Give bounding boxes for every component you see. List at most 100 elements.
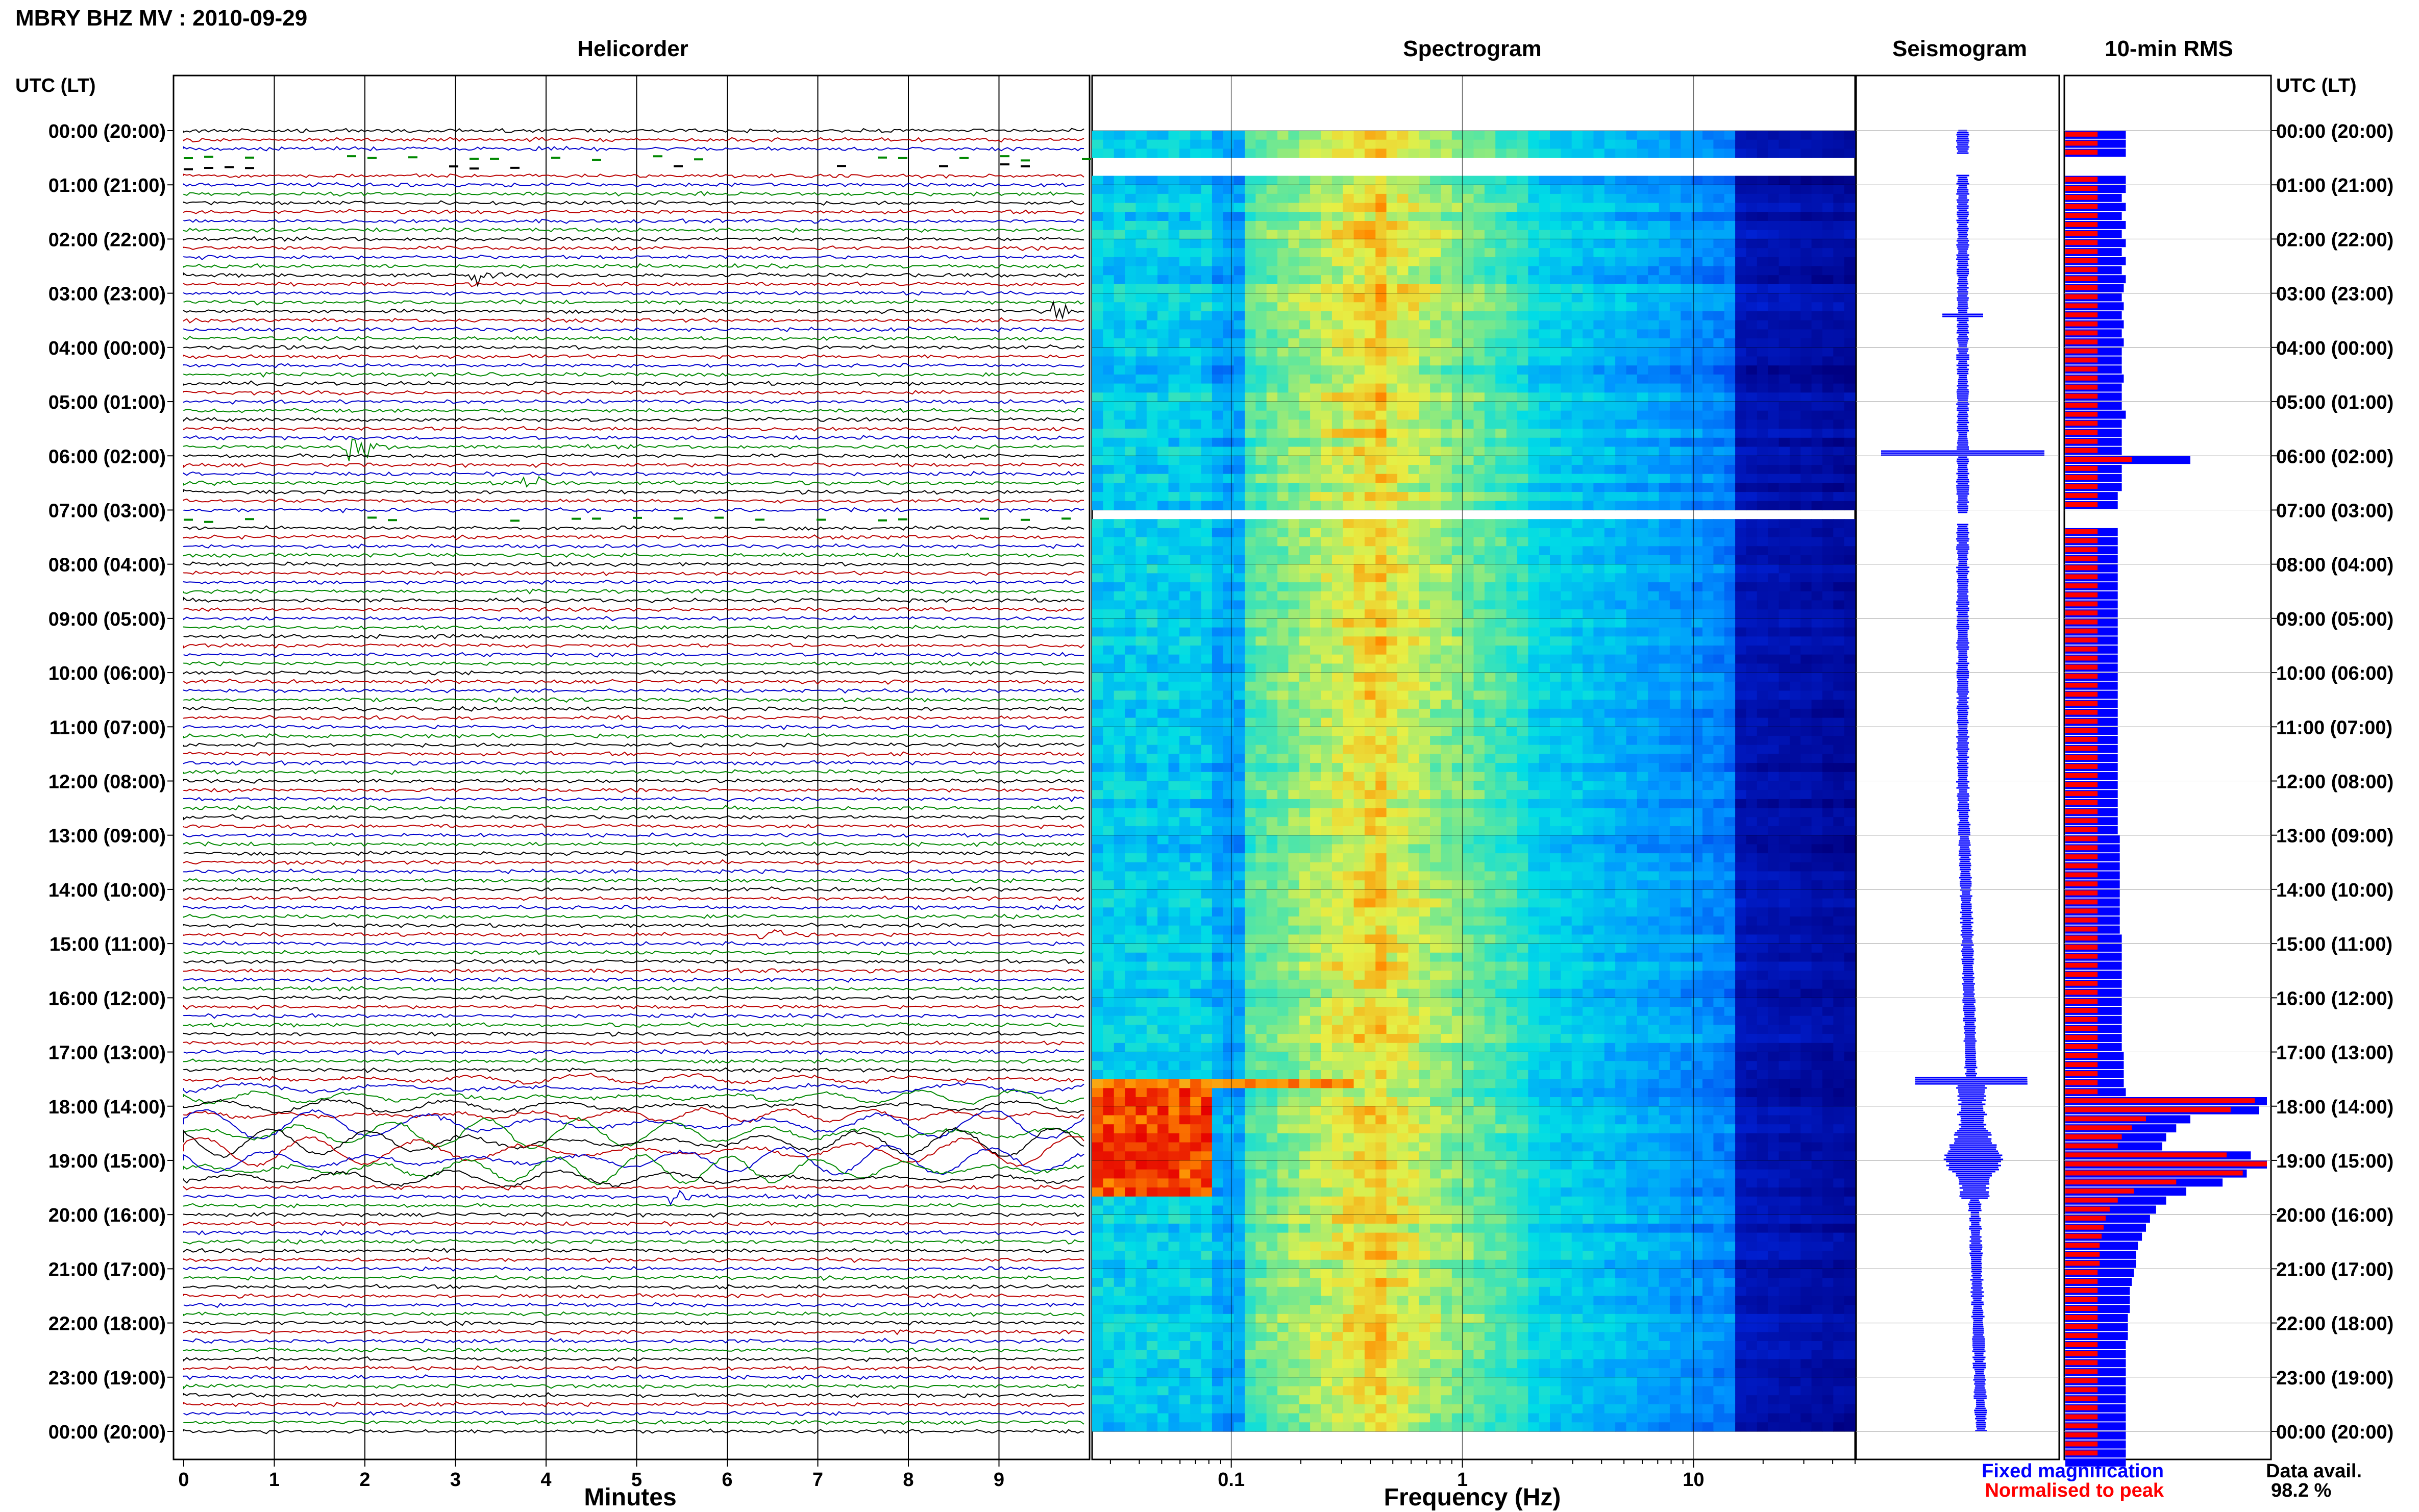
spectrogram-cell	[1495, 410, 1507, 420]
spectrogram-cell	[1746, 673, 1758, 682]
spectrogram-cell	[1735, 248, 1747, 258]
spectrogram-cell	[1746, 582, 1758, 592]
spectrogram-cell	[1681, 429, 1692, 438]
spectrogram-cell	[1408, 221, 1420, 231]
spectrogram-cell	[1724, 257, 1736, 267]
spectrogram-cell	[1583, 564, 1594, 574]
spectrogram-cell	[1103, 519, 1115, 529]
spectrogram-cell	[1561, 609, 1572, 619]
spectrogram-cell	[1669, 185, 1681, 194]
spectrogram-cell	[1833, 131, 1845, 140]
spectrogram-cell	[1430, 555, 1442, 565]
spectrogram-cell	[1321, 700, 1332, 709]
spectrogram-cell	[1386, 139, 1398, 149]
spectrogram-cell	[1800, 555, 1812, 565]
spectrogram-cell	[1604, 717, 1616, 727]
spectrogram-cell	[1833, 139, 1845, 149]
spectrogram-cell	[1364, 193, 1376, 204]
spectrogram-cell	[1495, 492, 1507, 502]
spectrogram-cell	[1092, 383, 1103, 393]
spectrogram-cell	[1321, 347, 1332, 357]
spectrogram-cell	[1343, 392, 1354, 402]
spectrogram-cell	[1266, 474, 1278, 483]
spectrogram-cell	[1441, 365, 1452, 375]
spectrogram-cell	[1212, 564, 1223, 574]
spectrogram-cell	[1179, 772, 1191, 782]
spectrogram-cell	[1615, 618, 1627, 628]
spectrogram-cell	[1604, 302, 1616, 312]
spectrogram-cell	[1583, 519, 1594, 529]
spectrogram-cell	[1746, 519, 1758, 529]
spectrogram-cell	[1299, 176, 1311, 185]
spectrogram-cell	[1136, 646, 1147, 655]
spectrogram-cell	[1517, 131, 1528, 140]
helicorder-trace	[183, 796, 1084, 803]
spectrogram-cell	[1288, 465, 1300, 475]
spectrogram-cell	[1648, 212, 1660, 221]
spectrogram-cell	[1103, 275, 1115, 285]
spectrogram-cell	[1190, 636, 1202, 646]
spectrogram-cell	[1212, 519, 1223, 529]
spectrogram-cell	[1735, 528, 1747, 538]
spectrogram-cell	[1473, 555, 1485, 565]
spectrogram-cell	[1561, 230, 1572, 239]
spectrogram-cell	[1386, 230, 1398, 239]
spectrogram-cell	[1136, 176, 1147, 185]
spectrogram-cell	[1593, 654, 1605, 664]
spectrogram-cell	[1648, 193, 1660, 204]
spectrogram-cell	[1463, 148, 1474, 158]
spectrogram-cell	[1201, 727, 1213, 736]
spectrogram-cell	[1343, 203, 1354, 212]
spectrogram-cell	[1713, 402, 1725, 411]
spectrogram-cell	[1637, 573, 1648, 583]
spectrogram-cell	[1201, 176, 1213, 185]
spectrogram-cell	[1463, 248, 1474, 258]
spectrogram-cell	[1288, 646, 1300, 655]
spectrogram-cell	[1833, 736, 1845, 746]
spectrogram-cell	[1746, 392, 1758, 402]
spectrogram-cell	[1299, 329, 1311, 339]
spectrogram-cell	[1735, 519, 1747, 529]
spectrogram-cell	[1364, 275, 1376, 285]
spectrogram-cell	[1408, 717, 1420, 727]
spectrogram-cell	[1343, 185, 1354, 194]
spectrogram-cell	[1451, 564, 1463, 574]
spectrogram-cell	[1136, 193, 1147, 204]
spectrogram-cell	[1430, 193, 1442, 204]
spectrogram-cell	[1190, 700, 1202, 709]
spectrogram-cell	[1473, 708, 1485, 718]
spectrogram-cell	[1331, 275, 1343, 285]
spectrogram-cell	[1473, 203, 1485, 212]
spectrogram-cell	[1168, 257, 1180, 267]
spectrogram-cell	[1593, 537, 1605, 547]
spectrogram-cell	[1321, 555, 1332, 565]
spectrogram-cell	[1550, 239, 1561, 249]
spectrogram-cell	[1506, 627, 1518, 637]
spectrogram-cell	[1168, 392, 1180, 402]
spectrogram-cell	[1659, 618, 1670, 628]
spectrogram-cell	[1822, 573, 1834, 583]
spectrogram-cell	[1800, 365, 1812, 375]
spectrogram-cell	[1397, 176, 1409, 185]
spectrogram-cell	[1441, 600, 1452, 610]
spectrogram-cell	[1408, 573, 1420, 583]
spectrogram-cell	[1637, 627, 1648, 637]
spectrogram-cell	[1517, 221, 1528, 231]
spectrogram-cell	[1561, 203, 1572, 212]
helicorder-trace	[183, 1135, 1084, 1168]
spectrogram-cell	[1386, 329, 1398, 339]
helicorder-trace	[183, 254, 1084, 261]
spectrogram-cell	[1386, 275, 1398, 285]
spectrogram-cell	[1201, 654, 1213, 664]
spectrogram-cell	[1419, 727, 1430, 736]
spectrogram-cell	[1757, 673, 1768, 682]
spectrogram-cell	[1583, 257, 1594, 267]
spectrogram-cell	[1092, 474, 1103, 483]
spectrogram-cell	[1233, 176, 1245, 185]
spectrogram-cell	[1212, 663, 1223, 673]
spectrogram-cell	[1484, 636, 1496, 646]
spectrogram-cell	[1212, 248, 1223, 258]
spectrogram-cell	[1724, 193, 1736, 204]
spectrogram-cell	[1353, 437, 1365, 448]
spectrogram-cell	[1441, 374, 1452, 384]
